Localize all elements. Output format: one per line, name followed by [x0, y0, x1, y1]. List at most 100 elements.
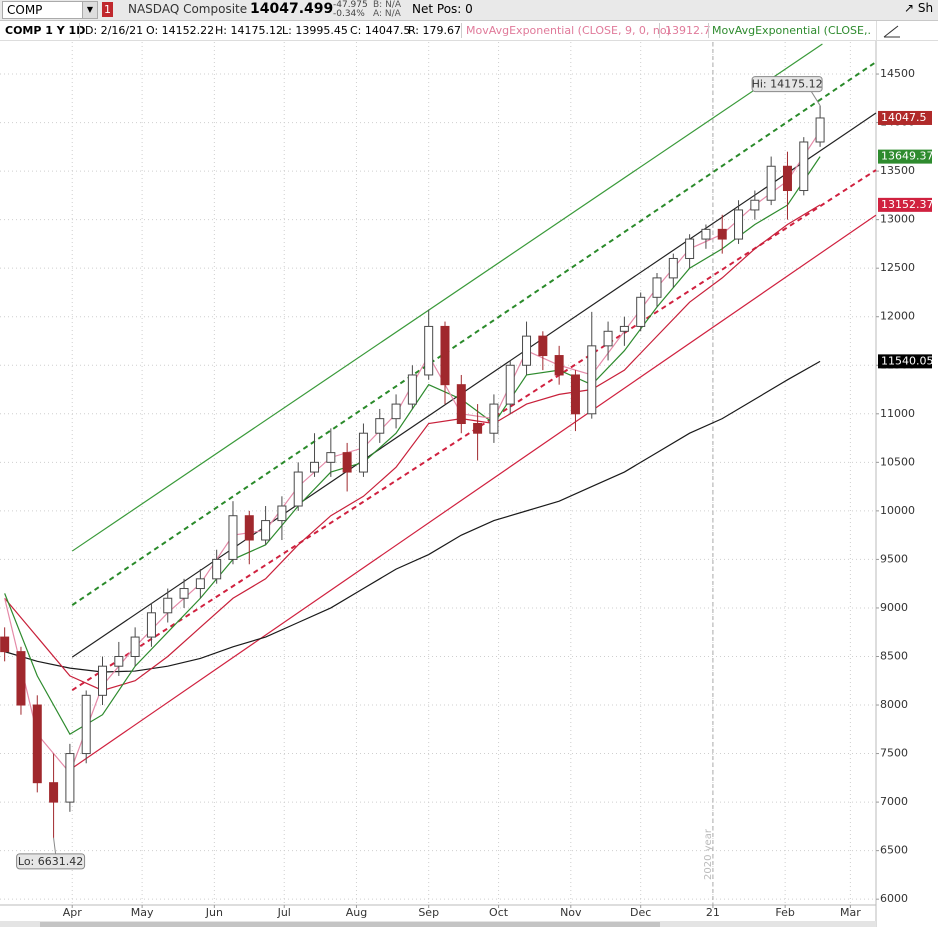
candle-body — [179, 588, 189, 599]
candle-body — [522, 335, 532, 366]
low-label-box — [16, 853, 86, 870]
instrument-name: NASDAQ Composite — [128, 2, 248, 16]
y-tick-label: 8500 — [880, 649, 908, 662]
study-value: 13912.7 — [665, 24, 711, 37]
last-price: 14047.499 — [250, 1, 334, 17]
price-label-box — [878, 354, 932, 369]
candle-body — [358, 432, 368, 473]
drawing-tool[interactable] — [877, 21, 938, 41]
candle-body — [146, 612, 156, 638]
price-label: 13649.37 — [881, 150, 934, 163]
x-tick-label: Sep — [418, 906, 439, 919]
low: L: 13995.45 — [282, 24, 348, 37]
share-button[interactable]: ↗ Sh — [904, 1, 934, 15]
x-tick-label: Jun — [205, 906, 223, 919]
candle-body — [538, 335, 548, 357]
y-tick-label: 13000 — [880, 213, 915, 226]
candle-body — [81, 694, 91, 755]
study-name[interactable]: MovAvgExponential (CLOSE, 9, 0, no) — [466, 24, 671, 37]
candle-body — [114, 655, 124, 667]
x-tick-label: Oct — [489, 906, 509, 919]
candle-body — [554, 355, 564, 376]
trendline — [71, 112, 877, 658]
candle-body — [326, 452, 336, 463]
candle-body — [424, 325, 434, 376]
y-tick-label: 12000 — [880, 310, 915, 323]
x-tick-label: Mar — [840, 906, 861, 919]
price-label: 14047.5 — [881, 111, 927, 124]
separator — [79, 23, 80, 38]
candle-body — [799, 141, 809, 192]
candle-body — [570, 374, 580, 415]
y-tick-label: 6000 — [880, 892, 908, 905]
candle-body — [505, 364, 515, 405]
candle-body — [750, 199, 760, 211]
scrollbar-thumb — [40, 922, 660, 927]
candle-body — [587, 345, 597, 415]
drawing-icon — [883, 25, 900, 38]
x-tick-label: Feb — [775, 906, 794, 919]
price-label-box — [878, 110, 932, 125]
candle-body — [766, 165, 776, 201]
candle-body — [342, 452, 352, 473]
low-pointer — [53, 837, 57, 854]
date: D: 2/16/21 — [85, 24, 144, 37]
y-tick-label: 10500 — [880, 455, 915, 468]
toolbar: COMP ▼ 1 NASDAQ Composite 14047.499 -47.… — [0, 0, 938, 21]
y-tick-label: 9500 — [880, 552, 908, 565]
y-tick-label: 7500 — [880, 747, 908, 760]
x-tick-label: 21 — [706, 906, 720, 919]
symbol-box[interactable]: COMP ▼ — [2, 1, 98, 19]
candle-body — [163, 597, 173, 614]
trendline — [71, 214, 877, 769]
range: R: 179.67 — [408, 24, 461, 37]
y-tick-label: 9000 — [880, 601, 908, 614]
candle-body — [782, 165, 792, 192]
study-name[interactable]: MovAvgExponential (CLOSE,... — [712, 24, 872, 37]
low-label: Lo: 6631.42 — [18, 855, 83, 868]
plot-background — [0, 42, 876, 905]
y-tick-label: 12500 — [880, 261, 915, 274]
x-tick-label: Aug — [346, 906, 367, 919]
candle-body — [310, 461, 320, 473]
price-label-box — [878, 149, 932, 164]
candle-body — [734, 209, 744, 240]
x-tick-label: Nov — [560, 906, 582, 919]
price-label-box — [878, 197, 932, 212]
candle-body — [0, 636, 10, 653]
x-tick-label: Dec — [630, 906, 651, 919]
net-position: Net Pos: 0 — [412, 2, 473, 16]
alert-badge[interactable]: 1 — [102, 2, 113, 17]
separator — [659, 23, 660, 38]
change: -47.975 — [333, 0, 368, 10]
chart-symbol: COMP 1 Y 1D — [5, 24, 86, 37]
candle-body — [636, 296, 646, 327]
candle-body — [65, 753, 75, 803]
x-tick-label: May — [131, 906, 154, 919]
y-tick-label: 7000 — [880, 795, 908, 808]
symbol: COMP — [7, 3, 43, 17]
candle-body — [49, 782, 59, 803]
candle-body — [473, 423, 483, 434]
candle-body — [440, 325, 450, 386]
y-tick-label: 8000 — [880, 698, 908, 711]
ask: A: N/A — [373, 9, 401, 19]
moving-average — [4, 360, 821, 673]
y-tick-label: 10000 — [880, 504, 915, 517]
open: O: 14152.22 — [146, 24, 215, 37]
candle-body — [375, 418, 385, 434]
candle-body — [619, 325, 629, 332]
y-tick-label: 14500 — [880, 67, 915, 80]
x-tick-label: Apr — [63, 906, 83, 919]
candle-body — [98, 665, 108, 696]
high-pointer — [809, 89, 821, 106]
candle-body — [815, 117, 825, 143]
candle-body — [244, 515, 254, 541]
close: C: 14047.5 — [350, 24, 411, 37]
high-label: Hi: 14175.12 — [752, 78, 823, 91]
price-label: 13152.37 — [881, 198, 934, 211]
candle-body — [391, 403, 401, 420]
dropdown[interactable]: ▼ — [82, 2, 97, 18]
